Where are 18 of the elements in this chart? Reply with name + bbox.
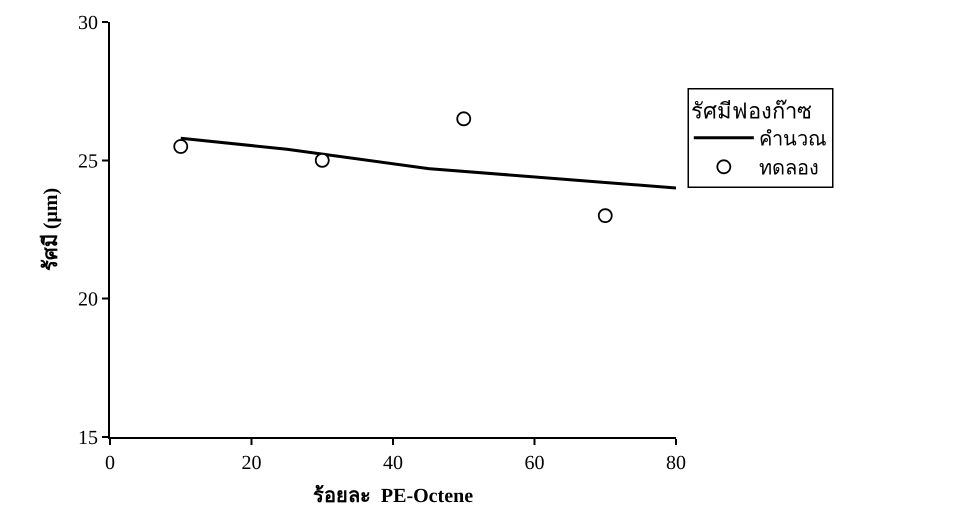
x-tick-label: 40 [383,452,403,474]
y-tick-label: 20 [78,288,98,311]
y-tick-label: 30 [78,12,98,34]
point [314,152,330,168]
x-tick-label: 60 [524,452,544,474]
x-tick-label: 0 [105,452,115,474]
legend-title: รัศมีฟองก๊าซ [690,98,812,124]
x-axis-title: ร้อยละ PE-Octene [312,484,474,507]
point [173,139,188,154]
x-tick-label: 80 [666,452,686,474]
x-tick-label: 20 [242,452,262,474]
point [456,111,472,126]
point [598,208,613,224]
y-axis-title: รัศมี (μm) [39,188,62,272]
legend-label: ทดลอง [758,158,819,180]
y-tick-label: 15 [78,427,98,449]
y-tick-label: 25 [78,150,98,172]
legend-label: คำนวณ [758,128,827,151]
